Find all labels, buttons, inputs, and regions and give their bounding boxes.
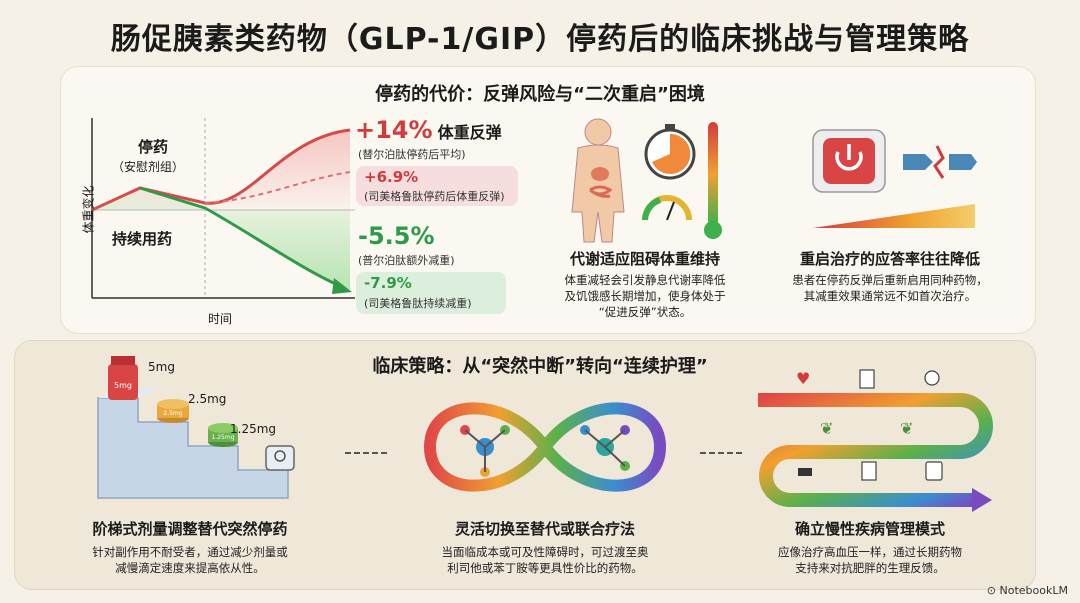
watermark-text: NotebookLM [999,584,1068,597]
path-arrowhead [972,488,992,512]
extra-loss-value: -5.5% [358,222,435,250]
notebooklm-watermark: ⊙ NotebookLM [987,584,1068,597]
steps-desc-line: 针对副作用不耐受者，通过减少剂量或 [92,545,288,559]
jar-label: 5mg [114,381,132,390]
sema-rebound-sub: (司美格鲁肽停药后体重反弹) [364,190,505,203]
steps-desc-line: 减慢滴定速度来提高依从性。 [115,561,265,575]
switch-desc-line: 利司他或苯丁胺等更具性价比的药物。 [447,561,643,575]
calendar-icon [925,461,943,481]
notepad-icon [861,461,877,481]
x-axis-label: 时间 [208,312,233,326]
chronic-desc: 应像治疗高血压一样，通过长期药物 支持来对抗肥胖的生理反馈。 [740,544,1000,576]
clipboard-icon [859,369,875,389]
leaf-icon: ❦ [820,419,833,438]
weight-change-chart [91,118,355,299]
sema-loss-sub: (司美格鲁肽持续减重) [364,297,472,310]
steps-desc: 针对副作用不耐受者，通过减少剂量或 减慢滴定速度来提高依从性。 [60,544,320,576]
continue-label: 持续用药 [112,230,173,248]
switch-title: 灵活切换至替代或联合疗法 [454,520,635,538]
molecule-icon [580,425,630,471]
decline-ramp [813,204,975,228]
gauge-icon [642,195,692,221]
switch-desc-line: 当面临成本或可及性障碍时，可过渡至奥 [441,545,649,559]
plant-icon: ❦ [900,419,913,438]
loss-arrowhead [332,278,352,294]
medicine-jar-2-5mg: 2.5mg [157,399,189,423]
top-section-title: 停药的代价：反弹风险与“二次重启”困境 [375,84,705,105]
y-axis-label: 体重变化 [81,185,96,234]
loss-area [92,188,350,290]
dose-label: 2.5mg [188,392,227,406]
scale-icon [265,445,295,471]
metabolic-desc-line: 体重减轻会引发静息代谢率降低 [564,273,726,287]
heart-rate-icon: ♥ [796,369,810,388]
rebound-area [92,130,350,210]
infinity-switch-illustration [423,402,667,492]
stopwatch-icon [644,124,696,180]
dose-label: 5mg [148,360,175,374]
metabolic-desc: 体重减轻会引发静息代谢率降低 及饥饿感长期增加，使身体处于 “促进反弹”状态。 [540,272,750,320]
restart-desc-line: 其减重效果通常远不如首次治疗。 [803,289,977,303]
medicine-jar-1-25mg: 1.25mg [208,423,238,447]
sema-rebound-value: +6.9% [364,168,419,186]
molecule-icon [460,425,510,477]
metabolic-desc-line: “促进反弹”状态。 [598,305,692,319]
dumbbell-icon [798,468,812,476]
page-title: 肠促胰素类药物（GLP-1/GIP）停药后的临床挑战与管理策略 [110,22,970,57]
restart-desc: 患者在停药反弹后重新启用同种药物， 其减重效果通常远不如首次治疗。 [770,272,1010,304]
restart-title: 重启治疗的应答率往往降低 [799,250,980,268]
metabolic-title: 代谢适应阻碍体重维持 [569,250,720,268]
sema-loss-value: -7.9% [364,274,412,292]
sema-rebound-line [204,171,351,204]
infinity-loop [423,402,667,492]
jar-label: 1.25mg [211,434,234,441]
rebound-value: +14% [355,116,433,144]
thermometer-icon [704,122,722,239]
separator [345,452,387,454]
extra-loss-sub: (普尔泊肽额外减重) [358,254,455,267]
rebound-title: 体重反弹 [437,123,502,142]
restart-desc-line: 患者在停药反弹后重新启用同种药物， [792,273,988,287]
power-button-icon [812,129,886,193]
bottom-section-title: 临床策略：从“突然中断”转向“连续护理” [372,356,708,377]
rebound-callout: +14% 体重反弹 [355,116,502,144]
broken-connection-icon [903,145,977,179]
switch-desc: 当面临成本或可及性障碍时，可过渡至奥 利司他或苯丁胺等更具性价比的药物。 [400,544,690,576]
dose-label: 1.25mg [230,422,277,436]
sema-loss-card [356,272,506,314]
chronic-desc-line: 应像治疗高血压一样，通过长期药物 [778,545,962,559]
medicine-bottle-5mg: 5mg [108,356,138,400]
metabolism-illustration [571,118,722,243]
loss-line [139,186,341,288]
restart-illustration [812,129,977,228]
notebooklm-logo-icon: ⊙ [986,584,1000,597]
chronic-title: 确立慢性疾病管理模式 [794,520,945,538]
chronic-roadmap-illustration: ♥ ❦ ❦ [758,369,993,512]
winding-path [758,393,993,507]
doctor-icon [924,370,940,386]
stop-sub-label: （安慰剂组） [112,160,185,174]
steps-title: 阶梯式剂量调整替代突然停药 [92,520,288,538]
metabolic-desc-line: 及饥饿感长期增加，使身体处于 [564,289,726,303]
jar-label: 2.5mg [163,410,182,417]
separator [700,452,742,454]
rebound-sub: (替尔泊肽停药后平均) [358,148,466,161]
human-body-icon [571,118,625,243]
chronic-desc-line: 支持来对抗肥胖的生理反馈。 [795,561,945,575]
stop-label: 停药 [138,138,169,156]
sema-rebound-card [356,166,518,206]
dose-steps-illustration: 5mg 2.5mg 1.25mg [97,356,295,499]
